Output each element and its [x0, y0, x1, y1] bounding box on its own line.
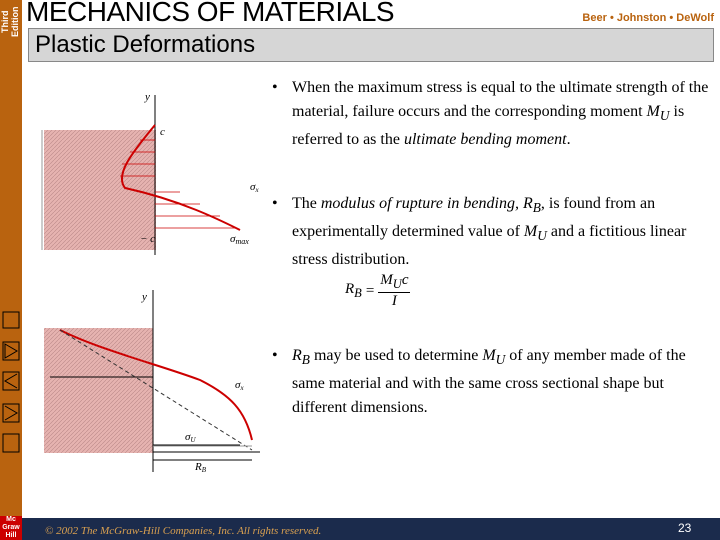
- label: σU: [185, 431, 196, 444]
- text: , is found from an experimentally determ…: [292, 195, 656, 241]
- footer: [22, 518, 720, 540]
- text: U: [537, 228, 547, 244]
- text: x: [254, 186, 259, 194]
- label: RB: [194, 461, 207, 474]
- text: σ: [230, 233, 236, 245]
- nav-icons: [2, 311, 20, 453]
- text: I: [391, 293, 397, 309]
- sidebar: [0, 0, 22, 540]
- bullet: When the maximum stress is equal to the …: [272, 76, 712, 152]
- text: Mc: [6, 516, 16, 523]
- label: − c: [140, 233, 155, 245]
- text: U: [495, 352, 506, 368]
- text: B: [301, 352, 310, 368]
- text: B: [532, 200, 541, 216]
- text: x: [239, 384, 244, 392]
- page-number: 23: [678, 521, 692, 535]
- text: c: [401, 272, 409, 288]
- label: c: [160, 126, 165, 138]
- text: .: [566, 131, 571, 149]
- label: σx: [250, 181, 259, 194]
- bullet: The modulus of rupture in bending, RB, i…: [272, 192, 712, 272]
- text: ultimate bending moment: [403, 131, 567, 149]
- text: R: [194, 461, 202, 473]
- text: σ: [250, 181, 256, 193]
- text: max: [235, 237, 249, 246]
- text: σ: [235, 379, 241, 391]
- text: may be used to determine: [309, 347, 483, 364]
- text: M: [646, 103, 660, 120]
- text: R: [345, 281, 355, 297]
- text: M: [523, 223, 538, 241]
- text: σ: [185, 431, 191, 443]
- text: U: [392, 277, 402, 291]
- text: The: [292, 195, 321, 212]
- label: y: [141, 291, 147, 303]
- title: MECHANICS OF MATERIALS: [26, 0, 395, 27]
- text: modulus of rupture in bending, R: [320, 195, 533, 212]
- text: M: [482, 347, 496, 364]
- label: σmax: [230, 233, 249, 246]
- text: of any member made of the same material …: [292, 347, 686, 417]
- text: and a fictitious linear stress distribut…: [292, 223, 687, 269]
- text: B: [202, 466, 207, 474]
- text: U: [659, 108, 670, 124]
- formula: RB = MUc I: [345, 272, 411, 310]
- text: is referred to as the: [292, 103, 685, 149]
- text: Hill: [5, 532, 17, 539]
- label: y: [144, 91, 150, 103]
- authors: Beer • Johnston • DeWolf: [582, 12, 714, 24]
- figures: y c σx − c σmax y σx σU RB: [41, 91, 260, 474]
- subtitle: Plastic Deformations: [28, 28, 714, 62]
- text: R: [292, 347, 302, 364]
- label: σx: [235, 379, 244, 392]
- copyright: © 2002 The McGraw-Hill Companies, Inc. A…: [45, 525, 322, 537]
- bullet: RB may be used to determine MU of any me…: [272, 344, 712, 420]
- text: When the maximum stress is equal to the …: [292, 79, 709, 120]
- text: Graw: [2, 524, 20, 531]
- text: M: [380, 272, 393, 288]
- text: U: [190, 436, 196, 444]
- logo: Mc Graw Hill: [0, 516, 22, 540]
- text: B: [354, 286, 362, 300]
- text: =: [365, 282, 375, 299]
